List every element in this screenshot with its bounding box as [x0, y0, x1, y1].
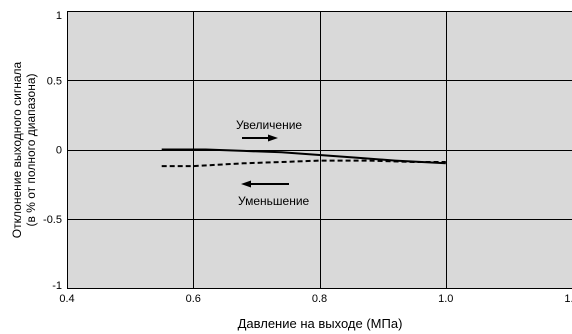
- x-tick-label: 1.2: [564, 293, 572, 305]
- series-layer: [161, 148, 446, 168]
- y-axis-title: Отклонение выходного сигнала (в % от пол…: [10, 61, 38, 238]
- plot-background: [67, 11, 572, 288]
- series-line-decrease: [161, 159, 446, 168]
- x-tick-label: 0.4: [59, 293, 74, 305]
- grid: [67, 11, 572, 289]
- y-tick-label: -1: [52, 280, 62, 292]
- y-tick-label: 1: [56, 10, 62, 22]
- annotation-increase-label: Увеличение: [236, 118, 302, 132]
- y-axis-title-line-1: Отклонение выходного сигнала: [10, 61, 24, 238]
- arrow-left-icon: [241, 180, 289, 188]
- y-axis-title-line-2: (в % от полного диапазона): [24, 73, 38, 226]
- annotation-decrease-label: Уменьшение: [238, 194, 310, 208]
- y-tick-label: 0.5: [47, 75, 62, 87]
- x-tick-label: 1.0: [438, 293, 453, 305]
- x-axis-title: Давление на выходе (МПа): [238, 316, 403, 331]
- x-tick-label: 0.8: [312, 293, 327, 305]
- y-tick-label: 0: [56, 145, 62, 157]
- x-tick-label: 0.6: [186, 293, 201, 305]
- arrow-right-icon: [242, 134, 278, 142]
- y-tick-label: -0.5: [43, 214, 62, 226]
- series-line-increase: [161, 148, 446, 165]
- tick-labels: 0.4 0.6 0.8 1.0 1.2 1 0.5 0 -0.5 -1: [43, 10, 572, 305]
